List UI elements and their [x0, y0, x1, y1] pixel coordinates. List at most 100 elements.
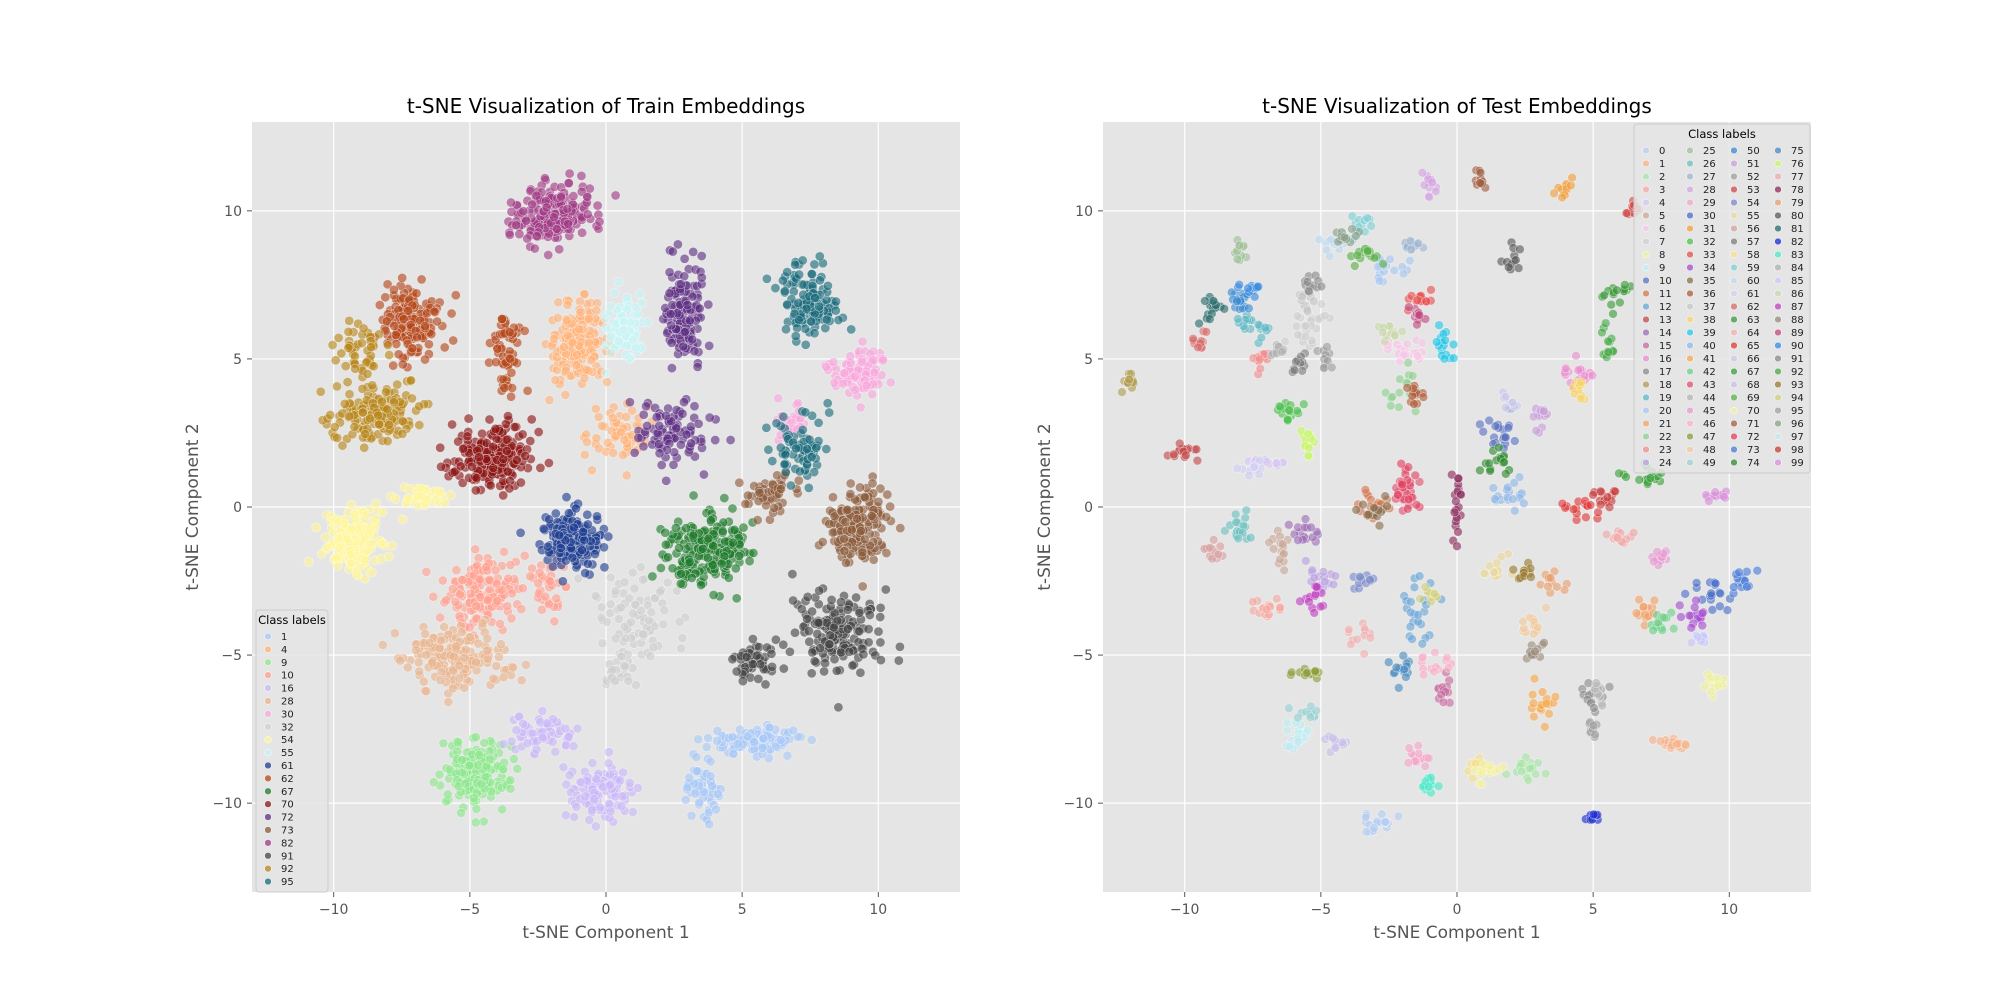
- data-point: [786, 480, 796, 491]
- data-point: [627, 567, 638, 578]
- data-point: [1430, 647, 1440, 658]
- data-point: [847, 660, 858, 671]
- data-point: [642, 317, 653, 327]
- data-point: [1275, 602, 1285, 613]
- data-point: [656, 563, 666, 573]
- data-point: [421, 650, 432, 660]
- series-62: [369, 272, 533, 402]
- data-point: [470, 657, 481, 668]
- data-point: [621, 350, 632, 360]
- data-point: [475, 574, 485, 585]
- data-point: [661, 539, 671, 550]
- data-point: [525, 436, 536, 446]
- data-point: [1310, 666, 1321, 676]
- data-point: [550, 746, 561, 757]
- data-point: [1234, 240, 1245, 251]
- data-point: [621, 470, 632, 481]
- data-point: [633, 432, 644, 443]
- data-point: [1254, 354, 1265, 364]
- data-point: [582, 509, 593, 520]
- data-point: [582, 209, 593, 220]
- data-point: [859, 492, 870, 502]
- data-point: [661, 410, 671, 421]
- data-point: [549, 212, 559, 223]
- data-point: [676, 439, 686, 450]
- data-point: [830, 305, 841, 316]
- data-point: [505, 775, 516, 786]
- data-point: [1523, 775, 1534, 786]
- data-point: [691, 752, 702, 762]
- legend-label: 4: [281, 645, 287, 656]
- data-point: [1407, 634, 1417, 644]
- data-point: [730, 563, 741, 574]
- data-point: [601, 322, 612, 333]
- data-point: [497, 313, 507, 324]
- data-point: [573, 573, 584, 584]
- legend-entry: 72: [264, 813, 294, 824]
- data-point: [465, 632, 475, 643]
- data-point: [1241, 505, 1252, 515]
- data-point: [681, 429, 692, 440]
- data-point: [518, 206, 529, 217]
- data-point: [1377, 809, 1387, 819]
- data-point: [1318, 567, 1329, 577]
- data-point: [614, 614, 624, 624]
- data-point: [622, 304, 633, 315]
- y-tick-label: −5: [221, 648, 242, 664]
- data-point: [575, 307, 586, 318]
- data-point: [1291, 321, 1302, 332]
- data-point: [794, 466, 805, 477]
- data-point: [638, 409, 649, 420]
- data-point: [1561, 363, 1571, 374]
- data-point: [613, 336, 624, 347]
- data-point: [782, 267, 793, 277]
- data-point: [450, 596, 461, 607]
- data-point: [689, 401, 700, 412]
- data-point: [815, 275, 825, 286]
- data-point: [1519, 498, 1529, 509]
- data-point: [584, 815, 595, 825]
- data-point: [1314, 234, 1324, 245]
- data-point: [540, 173, 550, 184]
- train-x-ticks: −10 −5 0 5 10: [319, 892, 887, 918]
- data-point: [1631, 608, 1642, 618]
- data-point: [1575, 393, 1586, 404]
- data-point: [1306, 522, 1316, 533]
- data-point: [509, 754, 519, 764]
- data-point: [855, 667, 866, 678]
- legend-marker: [264, 852, 272, 860]
- data-point: [316, 548, 327, 559]
- data-point: [434, 769, 445, 780]
- data-point: [647, 571, 658, 582]
- data-point: [767, 456, 778, 466]
- data-point: [1540, 768, 1551, 779]
- data-point: [859, 534, 870, 545]
- data-point: [563, 178, 574, 189]
- data-point: [1442, 652, 1452, 663]
- data-point: [1322, 342, 1332, 352]
- data-point: [596, 602, 607, 613]
- data-point: [549, 333, 559, 344]
- data-point: [525, 571, 536, 582]
- data-point: [511, 455, 522, 465]
- data-point: [1191, 444, 1202, 454]
- data-point: [753, 496, 764, 506]
- data-point: [1248, 597, 1258, 607]
- data-point: [428, 591, 439, 602]
- data-point: [693, 418, 704, 429]
- data-point: [743, 490, 753, 501]
- data-point: [620, 661, 631, 672]
- data-point: [760, 679, 771, 690]
- data-point: [809, 328, 820, 339]
- data-point: [852, 513, 862, 524]
- legend-marker: [264, 865, 272, 873]
- data-point: [591, 305, 602, 316]
- data-point: [482, 633, 493, 644]
- data-point: [1292, 311, 1303, 321]
- data-point: [839, 368, 850, 379]
- data-point: [802, 592, 813, 602]
- data-point: [374, 329, 384, 340]
- data-point: [1539, 406, 1549, 416]
- data-point: [610, 633, 621, 644]
- data-point: [644, 615, 655, 626]
